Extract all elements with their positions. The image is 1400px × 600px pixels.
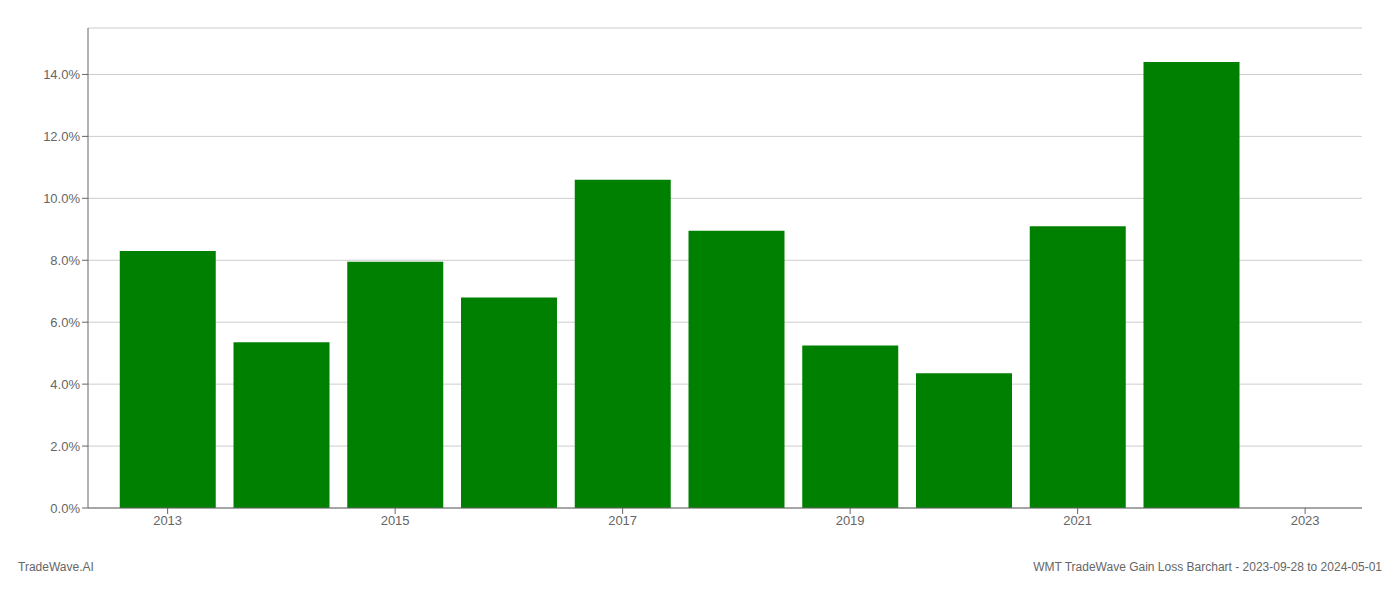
svg-text:6.0%: 6.0% bbox=[50, 315, 80, 330]
svg-text:2021: 2021 bbox=[1063, 513, 1092, 528]
svg-text:4.0%: 4.0% bbox=[50, 377, 80, 392]
svg-text:2019: 2019 bbox=[836, 513, 865, 528]
svg-text:2023: 2023 bbox=[1291, 513, 1320, 528]
svg-text:2013: 2013 bbox=[153, 513, 182, 528]
svg-text:8.0%: 8.0% bbox=[50, 253, 80, 268]
svg-text:2015: 2015 bbox=[381, 513, 410, 528]
html-text:TradeWave.AI: TradeWave.AI bbox=[18, 560, 94, 574]
svg-text:2017: 2017 bbox=[608, 513, 637, 528]
svg-text:12.0%: 12.0% bbox=[43, 129, 80, 144]
svg-text:14.0%: 14.0% bbox=[43, 67, 80, 82]
svg-text:2.0%: 2.0% bbox=[50, 439, 80, 454]
html-text:WMT TradeWave Gain Loss Barcha: WMT TradeWave Gain Loss Barchart - 2023-… bbox=[1033, 560, 1382, 574]
svg-text:0.0%: 0.0% bbox=[50, 501, 80, 516]
svg-text:10.0%: 10.0% bbox=[43, 191, 80, 206]
